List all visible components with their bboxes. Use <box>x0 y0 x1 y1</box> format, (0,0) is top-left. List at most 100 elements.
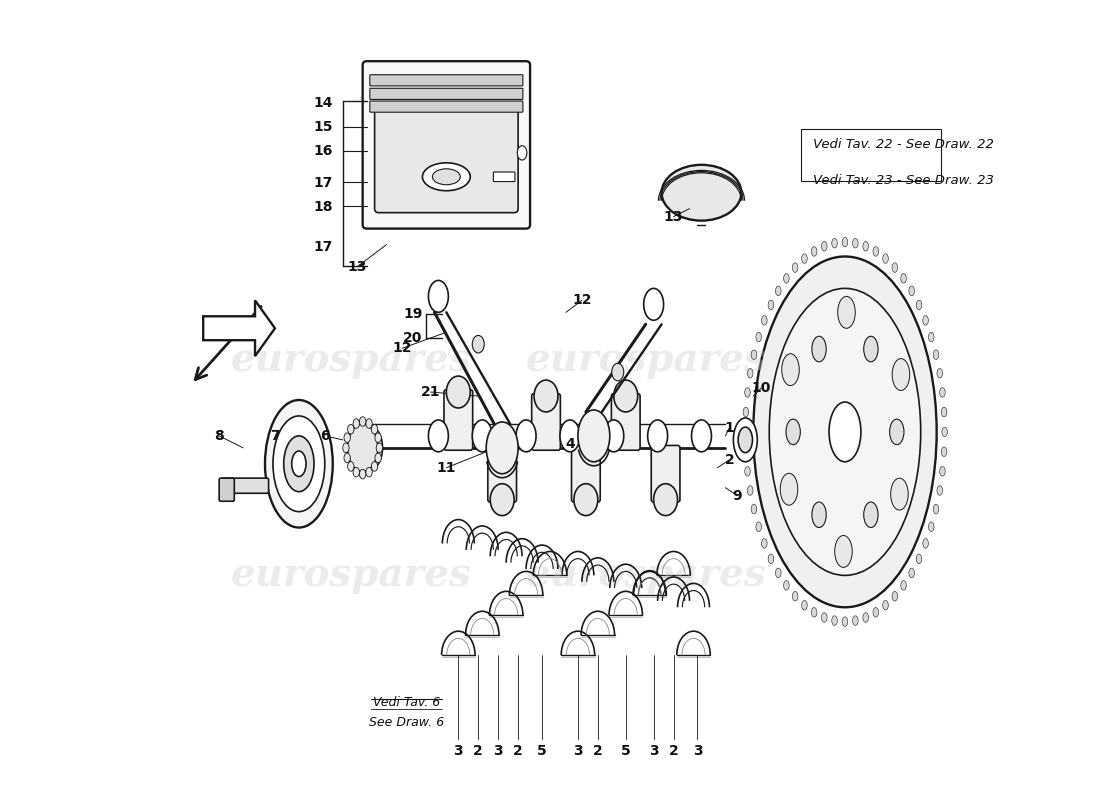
Ellipse shape <box>892 262 898 272</box>
Ellipse shape <box>745 466 750 476</box>
Ellipse shape <box>360 470 366 479</box>
Ellipse shape <box>284 436 314 492</box>
Text: 8: 8 <box>214 429 224 443</box>
Ellipse shape <box>812 502 826 527</box>
Text: 3: 3 <box>649 744 659 758</box>
Ellipse shape <box>792 262 798 272</box>
Ellipse shape <box>428 281 449 312</box>
Text: 19: 19 <box>404 307 422 321</box>
Ellipse shape <box>744 447 749 457</box>
Text: See Draw. 6: See Draw. 6 <box>368 716 444 730</box>
Ellipse shape <box>892 358 910 390</box>
Polygon shape <box>204 300 275 356</box>
Ellipse shape <box>574 484 597 515</box>
Text: Vedi Tav. 6: Vedi Tav. 6 <box>373 697 440 710</box>
Ellipse shape <box>372 425 377 434</box>
Ellipse shape <box>862 613 869 622</box>
Ellipse shape <box>761 538 767 548</box>
Ellipse shape <box>344 433 351 442</box>
Ellipse shape <box>348 462 354 471</box>
Ellipse shape <box>353 467 360 477</box>
FancyBboxPatch shape <box>370 74 522 86</box>
Ellipse shape <box>864 502 878 527</box>
Ellipse shape <box>802 601 807 610</box>
Ellipse shape <box>939 466 945 476</box>
Ellipse shape <box>916 554 922 564</box>
Ellipse shape <box>614 380 638 412</box>
Ellipse shape <box>942 407 947 417</box>
Text: 17: 17 <box>314 176 332 190</box>
Ellipse shape <box>745 388 750 398</box>
Ellipse shape <box>873 607 879 617</box>
Ellipse shape <box>447 376 471 408</box>
Ellipse shape <box>486 422 518 474</box>
Text: 3: 3 <box>453 744 463 758</box>
FancyBboxPatch shape <box>370 101 522 112</box>
Text: 1: 1 <box>725 421 735 435</box>
Ellipse shape <box>892 591 898 601</box>
Text: Vedi Tav. 23 - See Draw. 23: Vedi Tav. 23 - See Draw. 23 <box>813 174 994 187</box>
Ellipse shape <box>786 419 801 445</box>
Text: 3: 3 <box>573 744 583 758</box>
Ellipse shape <box>852 616 858 626</box>
Ellipse shape <box>343 443 349 453</box>
FancyBboxPatch shape <box>651 446 680 502</box>
Text: 12: 12 <box>572 294 592 307</box>
Ellipse shape <box>375 433 382 442</box>
Text: eurospares: eurospares <box>230 556 471 594</box>
Ellipse shape <box>428 420 449 452</box>
Ellipse shape <box>422 163 471 190</box>
Ellipse shape <box>909 286 914 296</box>
FancyBboxPatch shape <box>444 390 473 450</box>
Ellipse shape <box>933 504 938 514</box>
Ellipse shape <box>942 447 947 457</box>
Ellipse shape <box>939 388 945 398</box>
Text: 17: 17 <box>314 240 332 254</box>
Ellipse shape <box>923 538 928 548</box>
Ellipse shape <box>265 400 333 527</box>
Ellipse shape <box>604 420 624 452</box>
Ellipse shape <box>937 369 943 378</box>
Ellipse shape <box>782 354 800 386</box>
Ellipse shape <box>864 336 878 362</box>
Ellipse shape <box>754 257 937 607</box>
Ellipse shape <box>923 315 928 325</box>
Ellipse shape <box>353 418 360 428</box>
Ellipse shape <box>366 467 372 477</box>
Ellipse shape <box>822 613 827 622</box>
Ellipse shape <box>351 424 383 472</box>
Text: 16: 16 <box>314 144 332 158</box>
Ellipse shape <box>852 238 858 248</box>
Ellipse shape <box>744 407 749 417</box>
Ellipse shape <box>843 238 848 247</box>
FancyBboxPatch shape <box>221 478 268 494</box>
Ellipse shape <box>832 238 837 248</box>
Ellipse shape <box>776 286 781 296</box>
Ellipse shape <box>761 315 767 325</box>
Ellipse shape <box>648 420 668 452</box>
Text: 5: 5 <box>620 744 630 758</box>
Ellipse shape <box>472 420 492 452</box>
Ellipse shape <box>756 522 761 531</box>
FancyBboxPatch shape <box>487 446 517 502</box>
Text: 14: 14 <box>314 97 332 110</box>
Ellipse shape <box>692 420 712 452</box>
Ellipse shape <box>769 288 921 575</box>
Ellipse shape <box>916 300 922 310</box>
Ellipse shape <box>843 617 848 626</box>
Ellipse shape <box>375 453 382 462</box>
Ellipse shape <box>747 369 754 378</box>
Ellipse shape <box>360 417 366 426</box>
Ellipse shape <box>942 427 947 437</box>
Ellipse shape <box>535 380 558 412</box>
FancyBboxPatch shape <box>572 446 601 502</box>
Ellipse shape <box>776 568 781 578</box>
Text: 2: 2 <box>725 453 735 466</box>
Text: eurospares: eurospares <box>230 341 471 379</box>
FancyBboxPatch shape <box>494 172 515 182</box>
Ellipse shape <box>747 486 754 495</box>
Ellipse shape <box>756 332 761 342</box>
Ellipse shape <box>928 332 934 342</box>
FancyBboxPatch shape <box>363 61 530 229</box>
Text: 3: 3 <box>494 744 503 758</box>
